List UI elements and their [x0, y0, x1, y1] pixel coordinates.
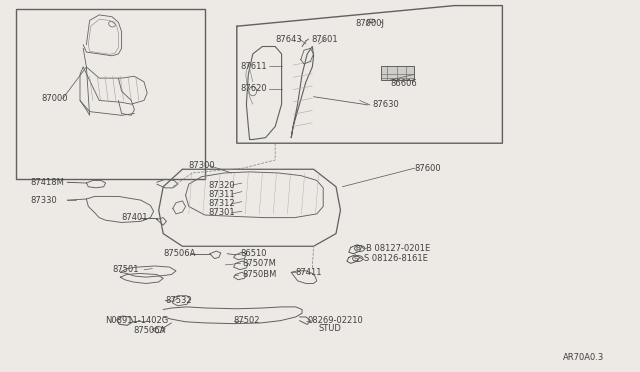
- Text: 87643: 87643: [275, 35, 302, 44]
- Text: 87418M: 87418M: [31, 178, 65, 187]
- Text: 87532: 87532: [165, 296, 192, 305]
- Text: 87600: 87600: [415, 164, 442, 173]
- Text: 87411: 87411: [296, 268, 322, 277]
- Text: 87630: 87630: [372, 100, 399, 109]
- Text: 87506A: 87506A: [133, 326, 166, 335]
- Bar: [381, 66, 414, 80]
- Text: 87501: 87501: [112, 265, 138, 274]
- Text: B 08127-0201E: B 08127-0201E: [366, 244, 430, 253]
- Text: 8750BM: 8750BM: [242, 270, 276, 279]
- Bar: [16, 9, 205, 179]
- Text: 87620: 87620: [240, 84, 267, 93]
- Text: 86510: 86510: [240, 249, 266, 258]
- Text: 87300: 87300: [189, 161, 216, 170]
- Text: 87312: 87312: [208, 199, 235, 208]
- Text: 87507M: 87507M: [242, 259, 276, 268]
- Text: 86606: 86606: [390, 79, 417, 88]
- Text: 87311: 87311: [208, 190, 235, 199]
- Text: S 08126-8161E: S 08126-8161E: [364, 254, 428, 263]
- Text: 08269-02210: 08269-02210: [307, 316, 363, 325]
- Text: AR70A0.3: AR70A0.3: [563, 353, 604, 362]
- Text: N08911-1402G: N08911-1402G: [106, 316, 169, 325]
- Text: 87506A: 87506A: [163, 249, 196, 258]
- Text: 87611: 87611: [240, 62, 267, 71]
- Text: 87301: 87301: [208, 208, 235, 217]
- Text: 87601: 87601: [312, 35, 339, 44]
- Text: 87000: 87000: [42, 94, 68, 103]
- Text: 87000J: 87000J: [355, 19, 384, 28]
- Text: S: S: [353, 256, 358, 262]
- Text: B: B: [355, 246, 360, 251]
- Text: 87330: 87330: [31, 196, 58, 205]
- Text: 87401: 87401: [122, 213, 148, 222]
- Text: 87502: 87502: [234, 316, 260, 325]
- Text: 87320: 87320: [208, 181, 235, 190]
- Text: STUD: STUD: [319, 324, 342, 333]
